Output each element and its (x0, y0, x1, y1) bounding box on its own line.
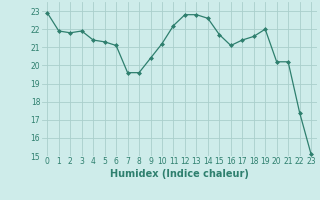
X-axis label: Humidex (Indice chaleur): Humidex (Indice chaleur) (110, 169, 249, 179)
